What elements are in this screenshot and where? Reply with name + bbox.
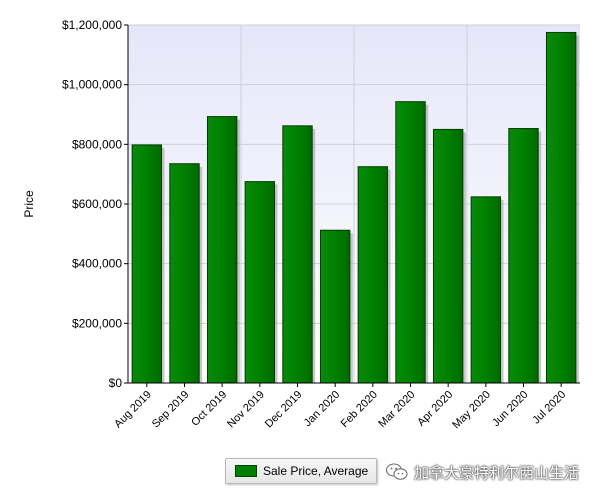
x-tick-label: Mar 2020 [376,389,417,430]
y-axis-title: Price [22,190,36,218]
wechat-icon [386,463,408,480]
bar [470,196,502,384]
y-tick-label: $400,000 [72,257,122,271]
bar [244,181,276,384]
x-tick-label: Sep 2019 [150,389,192,431]
y-tick-label: $0 [109,376,123,390]
x-tick-label: Aug 2019 [112,389,154,431]
x-tick-label: Dec 2019 [263,389,305,431]
x-tick-label: Feb 2020 [339,389,380,430]
watermark-text: 加拿大豪特利尔西山生活 [414,463,580,482]
legend-swatch [235,465,257,477]
bar [508,128,539,384]
x-tick-label: May 2020 [450,389,493,432]
y-tick-label: $600,000 [72,197,122,211]
legend-label: Sale Price, Average [263,464,369,478]
y-tick-label: $1,200,000 [62,18,122,32]
chart-legend: Sale Price, Average [225,458,377,484]
x-tick-label: Oct 2019 [189,389,229,429]
x-tick-label: Nov 2019 [225,389,267,431]
x-tick-label: Jul 2020 [530,389,568,427]
x-tick-label: Jan 2020 [302,389,342,429]
bar [206,116,238,384]
wechat-watermark: 加拿大豪特利尔西山生活 [385,461,579,483]
bar [432,128,464,384]
bar [169,163,200,384]
bar [395,101,426,384]
y-tick-label: $200,000 [72,316,122,330]
x-tick-label: Jun 2020 [490,389,530,429]
bar [357,166,389,384]
y-tick-label: $1,000,000 [62,78,122,92]
bar [282,125,313,384]
bar [319,229,351,384]
bar [545,31,577,384]
y-tick-label: $800,000 [72,137,122,151]
bar [131,144,163,384]
